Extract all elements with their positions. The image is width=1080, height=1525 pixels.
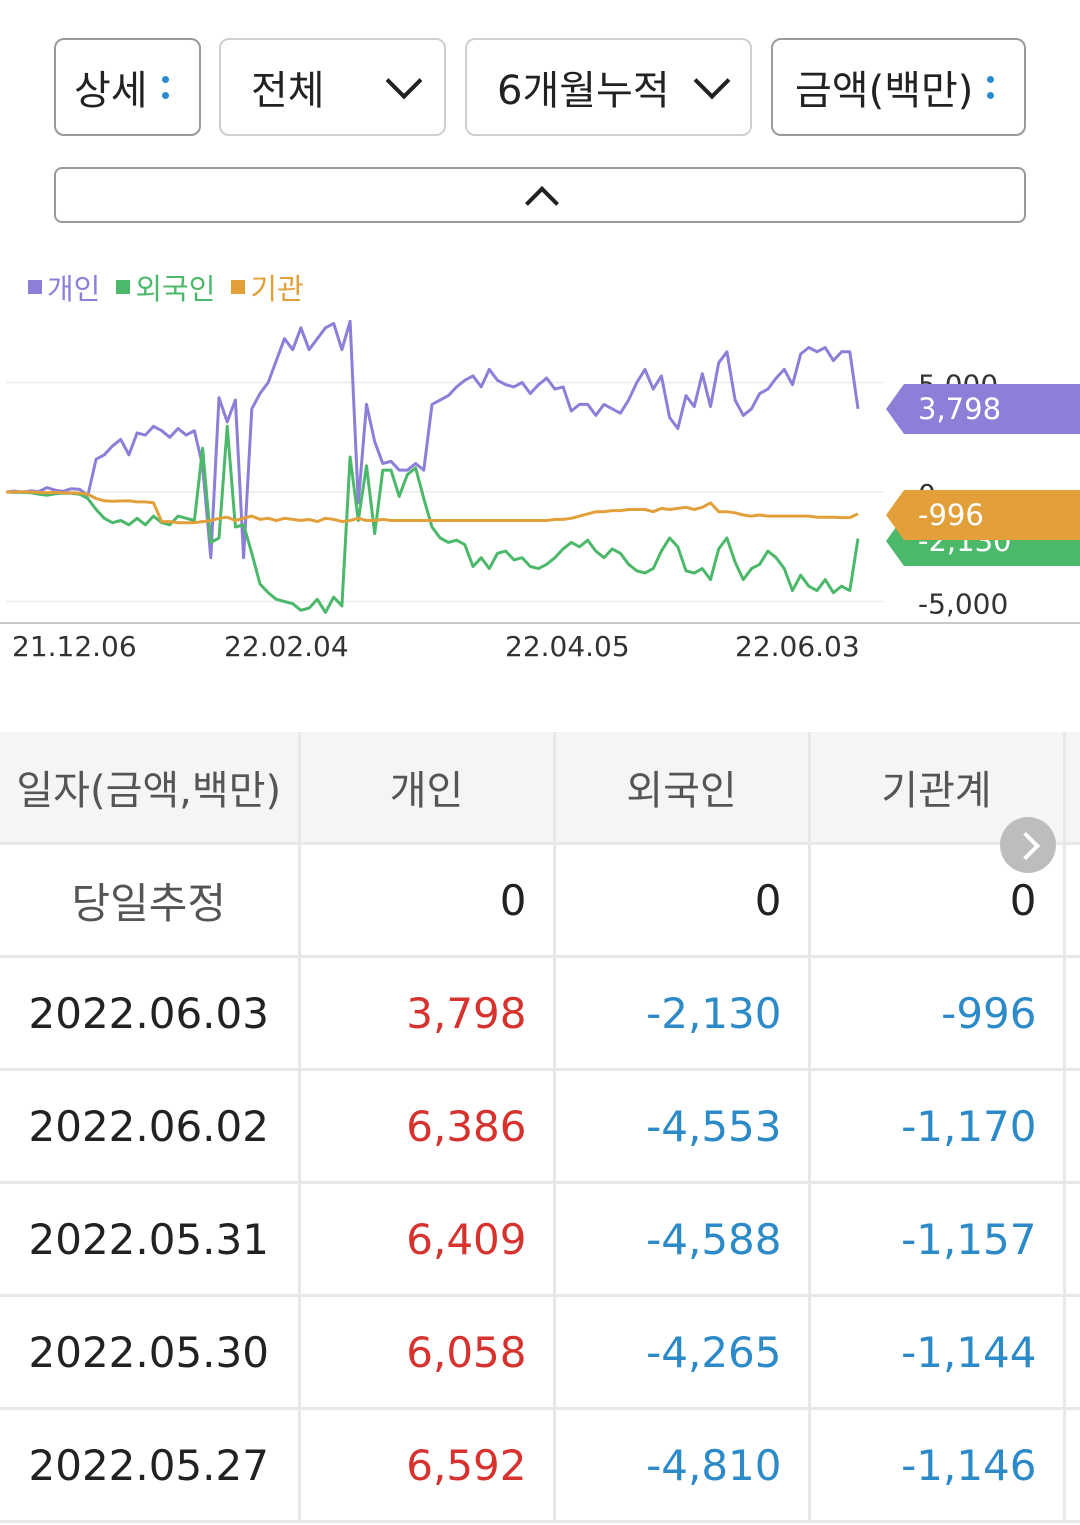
legend-label: 개인: [47, 272, 101, 306]
legend-swatch: [231, 280, 246, 294]
cell-individual: 6,386: [299, 1069, 556, 1184]
collapse-chart-button[interactable]: [54, 167, 1026, 223]
detail-select[interactable]: 상세: [54, 38, 201, 136]
x-tick-label: 22.02.04: [224, 630, 349, 663]
cell-foreign: -2,130: [554, 956, 811, 1071]
legend-swatch: [28, 280, 42, 294]
legend-label: 외국인: [135, 272, 216, 306]
chevron-up-icon: [525, 186, 559, 220]
chevron-right-icon: [1011, 831, 1041, 861]
table-row: 2022.06.03 3,798 -2,130 -996: [0, 956, 1080, 1071]
legend-item-foreign[interactable]: 외국인: [116, 266, 215, 308]
more-vertical-icon: [987, 75, 995, 99]
cell-stub: [1064, 1182, 1080, 1297]
unit-select-label: 금액(백만): [795, 68, 974, 114]
x-tick-label: 21.12.06: [12, 630, 137, 663]
x-tick-label: 22.06.03: [735, 630, 860, 663]
cell-individual: 6,409: [299, 1182, 556, 1297]
badge-value: -996: [918, 498, 984, 532]
badge-shape: [886, 490, 1080, 540]
x-tick-label: 22.04.05: [505, 630, 630, 663]
legend-item-institution[interactable]: 기관: [231, 266, 304, 308]
chevron-down-icon: [385, 62, 423, 100]
scope-select[interactable]: 전체: [219, 38, 446, 136]
cell-stub: [1064, 843, 1080, 958]
column-stub: [1064, 732, 1080, 845]
cell-date: 2022.05.30: [0, 1295, 301, 1410]
period-select[interactable]: 6개월누적: [465, 38, 752, 136]
cell-stub: [1064, 1069, 1080, 1184]
cell-institution: -996: [809, 956, 1066, 1071]
series-line-individual: [5, 320, 860, 560]
table-row: 당일추정 0 0 0: [0, 843, 1080, 958]
table-row: 2022.05.30 6,058 -4,265 -1,144: [0, 1295, 1080, 1410]
table-row: 2022.05.31 6,409 -4,588 -1,157: [0, 1182, 1080, 1297]
table-row: 2022.05.27 6,592 -4,810 -1,146: [0, 1408, 1080, 1523]
y-tick-label: -5,000: [918, 588, 1008, 621]
column-header-date: 일자(금액,백만): [0, 732, 301, 845]
legend-item-individual[interactable]: 개인: [28, 266, 100, 308]
column-header-foreign: 외국인: [554, 732, 811, 845]
legend-label: 기관: [250, 272, 304, 306]
cell-date: 당일추정: [0, 843, 301, 958]
cell-individual: 0: [299, 843, 556, 958]
legend-swatch: [116, 280, 131, 294]
cell-foreign: -4,588: [554, 1182, 811, 1297]
cell-institution: -1,146: [809, 1408, 1066, 1523]
period-select-label: 6개월누적: [497, 68, 670, 114]
cell-date: 2022.05.27: [0, 1408, 301, 1523]
detail-select-label: 상세: [74, 68, 148, 114]
badge-shape: [886, 384, 1080, 434]
unit-select[interactable]: 금액(백만): [771, 38, 1026, 136]
cell-institution: -1,144: [809, 1295, 1066, 1410]
cell-institution: -1,170: [809, 1069, 1066, 1184]
cell-date: 2022.06.02: [0, 1069, 301, 1184]
cell-date: 2022.05.31: [0, 1182, 301, 1297]
chart-legend: 개인 외국인 기관: [28, 266, 304, 308]
series-line-foreign: [5, 424, 860, 614]
series-line-institution: [6, 490, 859, 525]
cell-individual: 3,798: [299, 956, 556, 1071]
cell-stub: [1064, 1295, 1080, 1410]
more-vertical-icon: [161, 75, 169, 99]
investor-table: 일자(금액,백만) 개인 외국인 기관계 당일추정 0 0 0 2022.06.…: [0, 732, 1080, 1523]
cell-stub: [1064, 956, 1080, 1071]
cell-foreign: -4,265: [554, 1295, 811, 1410]
cell-foreign: 0: [554, 843, 811, 958]
chevron-down-icon: [693, 62, 731, 100]
cell-foreign: -4,810: [554, 1408, 811, 1523]
end-value-badge-institution: -996: [886, 490, 1080, 540]
cell-individual: 6,592: [299, 1408, 556, 1523]
cell-foreign: -4,553: [554, 1069, 811, 1184]
cell-stub: [1064, 1408, 1080, 1523]
scope-select-label: 전체: [251, 68, 325, 114]
cell-individual: 6,058: [299, 1295, 556, 1410]
table-header-row: 일자(금액,백만) 개인 외국인 기관계: [0, 732, 1080, 845]
cell-date: 2022.06.03: [0, 956, 301, 1071]
column-header-individual: 개인: [299, 732, 556, 845]
end-value-badge-individual: 3,798: [886, 384, 1080, 434]
badge-value: 3,798: [918, 392, 1001, 426]
table-row: 2022.06.02 6,386 -4,553 -1,170: [0, 1069, 1080, 1184]
investor-flow-chart[interactable]: 5,0000-5,000 21.12.0622.02.0422.04.0522.…: [0, 320, 1080, 665]
cell-institution: -1,157: [809, 1182, 1066, 1297]
scroll-right-button[interactable]: [1000, 817, 1056, 873]
